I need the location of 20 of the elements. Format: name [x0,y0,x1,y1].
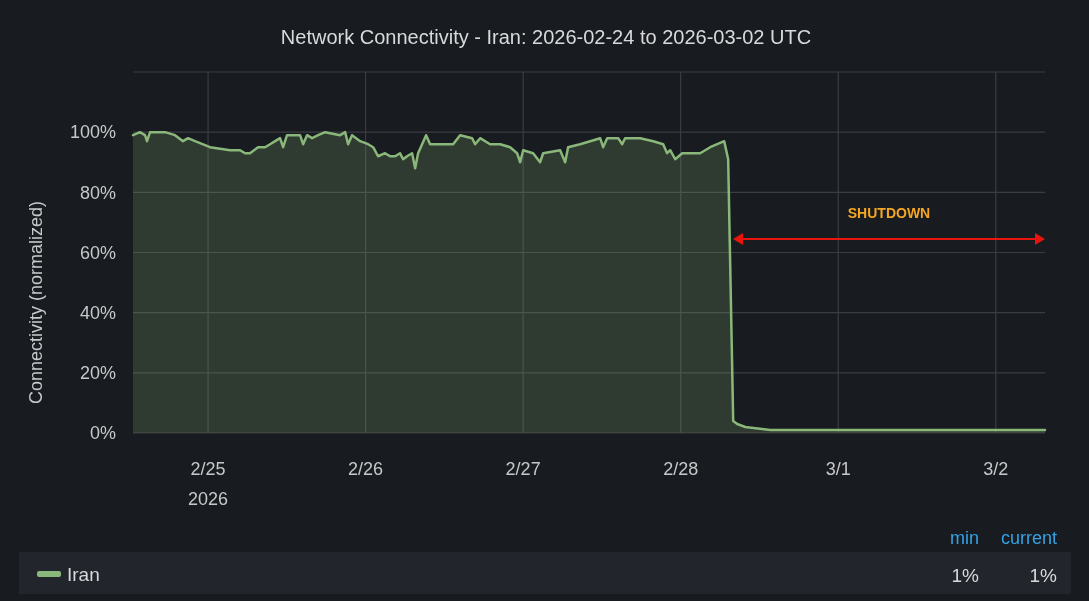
y-tick-label: 80% [79,182,116,203]
y-tick-label: 0% [89,423,116,444]
x-tick-label: 3/2 [983,459,1009,479]
y-tick-label: 100% [69,122,116,143]
y-tick-label: 40% [79,302,116,323]
text: 1% [1029,564,1058,586]
text: current [1000,528,1057,549]
x-tick-label: 2/27 [505,459,541,479]
y-tick-label: 20% [79,363,116,384]
x-tick-label: 3/1 [825,459,851,479]
x-tick-label: 2/28 [663,459,699,479]
annotation: SHUTDOWN [847,204,931,221]
x-tick-label: 2/26 [348,459,384,479]
y-axis-title: Connectivity (normalized) [26,200,46,405]
text: min [949,528,979,549]
legend-label: Iran [67,563,100,585]
y-tick-label: 60% [79,242,116,263]
x-tick-label: 2/25 2026 [188,459,229,509]
chart-title: Network Connectivity - Iran: 2026-02-24 to 2026-03-02 UTC [280,26,812,48]
text: 1% [951,564,980,586]
